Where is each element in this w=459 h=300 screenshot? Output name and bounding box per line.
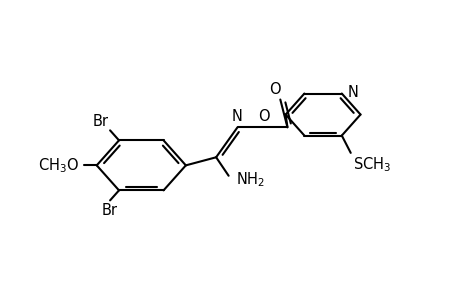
Text: O: O xyxy=(257,109,269,124)
Text: NH$_2$: NH$_2$ xyxy=(235,170,264,189)
Text: CH$_3$O: CH$_3$O xyxy=(38,156,79,175)
Text: O: O xyxy=(269,82,280,97)
Text: N: N xyxy=(232,109,242,124)
Text: Br: Br xyxy=(92,114,108,129)
Text: N: N xyxy=(347,85,357,100)
Text: Br: Br xyxy=(102,203,118,218)
Text: SCH$_3$: SCH$_3$ xyxy=(352,155,390,174)
